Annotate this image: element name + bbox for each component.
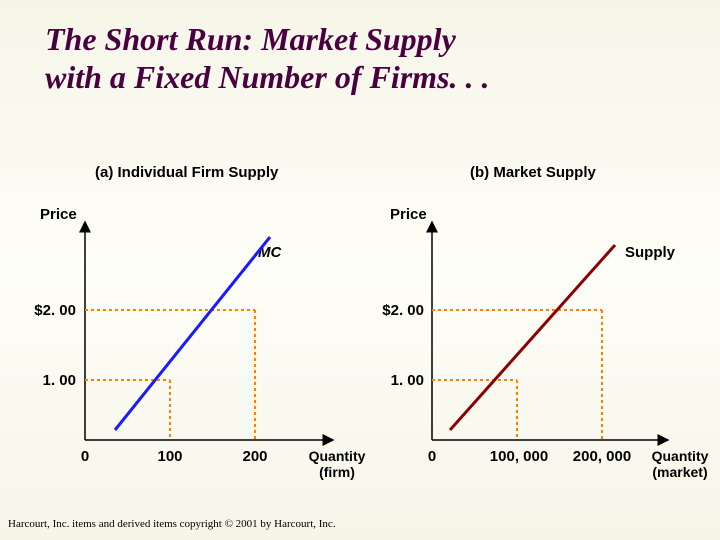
panel-a-chart bbox=[0, 0, 720, 540]
copyright-text: Harcourt, Inc. items and derived items c… bbox=[8, 518, 336, 530]
